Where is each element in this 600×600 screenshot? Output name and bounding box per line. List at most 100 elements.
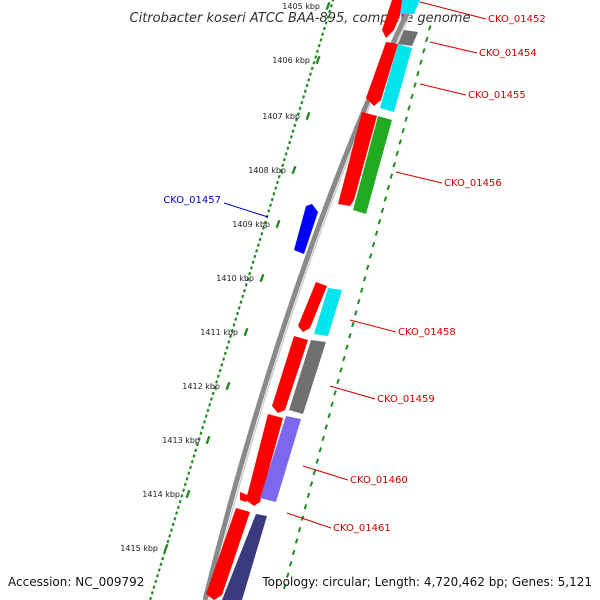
ring-dot	[270, 197, 274, 202]
outer-tick	[383, 196, 388, 202]
ring-dot	[300, 100, 304, 105]
ring-dot	[204, 414, 208, 418]
major-tick	[225, 381, 231, 391]
gene-label: CKO_01461	[333, 523, 391, 534]
cog-band	[314, 288, 342, 336]
ring-dot	[274, 186, 278, 190]
tick-label: 1405 kbp	[282, 2, 320, 11]
cds-arrow	[382, 0, 406, 38]
tick-labels: 1405 kbp 1406 kbp 1407 kbp 1408 kbp 1409 kbp…	[120, 2, 320, 553]
ring-dot	[260, 231, 264, 236]
ring-dot	[288, 140, 292, 145]
ring-dot	[314, 55, 318, 59]
tick-label: 1409 kbp	[232, 220, 270, 229]
gene-label: CKO_01454	[479, 48, 537, 59]
ring-dot	[169, 528, 173, 532]
ring-dot	[222, 357, 226, 361]
ring-dot	[281, 163, 285, 168]
outer-tick	[339, 367, 343, 373]
outer-tick	[362, 276, 367, 282]
outer-tick	[351, 321, 355, 328]
ring-dot	[263, 220, 267, 225]
gene-label: CKO_01457	[163, 195, 221, 206]
outer-tick	[389, 173, 394, 179]
ring-dot	[248, 271, 252, 276]
major-tick	[185, 489, 191, 499]
accession-text: Accession: NC_009792	[8, 575, 144, 589]
gene-leader-line	[302, 465, 349, 481]
ring-dot	[242, 288, 246, 293]
ring-dot	[269, 203, 273, 207]
cog-band	[289, 340, 326, 414]
feature-layer	[206, 0, 420, 600]
ring-dot	[215, 380, 219, 384]
outer-tick	[336, 378, 340, 385]
ring-dot	[251, 260, 255, 264]
ring-dot	[295, 117, 299, 122]
ring-dot	[234, 317, 238, 321]
outer-tick	[404, 116, 408, 122]
ring-dot	[255, 249, 259, 253]
cog-band	[222, 514, 267, 600]
gene-leader-line	[349, 319, 397, 333]
outer-tick	[303, 504, 308, 510]
outer-tick	[368, 253, 373, 259]
gene-leader-line	[286, 512, 332, 529]
ring-dot	[157, 568, 161, 572]
ring-dot	[235, 311, 239, 316]
ring-dot	[230, 328, 234, 333]
outer-tick	[312, 469, 317, 476]
tick-label: 1415 kbp	[120, 544, 158, 553]
ring-dot	[190, 459, 194, 464]
ring-dot	[196, 442, 199, 447]
outer-tick	[374, 230, 379, 236]
cog-band	[260, 416, 301, 502]
ring-dot	[319, 38, 323, 42]
ring-dot	[171, 522, 175, 527]
outer-tick	[356, 298, 361, 305]
ring-dot	[326, 15, 330, 19]
outer-tick	[407, 105, 411, 111]
gene-leader-line	[429, 41, 478, 54]
ring-dot	[256, 243, 260, 247]
ring-dot	[173, 516, 177, 521]
ring-dot	[296, 112, 300, 116]
gene-label: CKO_01458	[398, 327, 456, 338]
ring-dot	[249, 266, 253, 270]
gene-leader-line	[419, 83, 467, 96]
ring-dot	[154, 579, 158, 584]
ring-dot	[218, 368, 222, 373]
tick-label: 1410 kbp	[216, 274, 254, 283]
ring-dot	[159, 562, 163, 567]
ring-dot	[201, 425, 205, 430]
ring-dot	[329, 3, 333, 8]
cds-arrow	[338, 112, 377, 206]
ring-dot	[253, 254, 257, 259]
ring-dot	[244, 283, 248, 287]
outer-tick	[318, 447, 323, 453]
ring-dot	[286, 146, 290, 150]
outer-tick	[380, 207, 385, 214]
cds-arrow	[366, 42, 398, 106]
outer-tick	[425, 36, 429, 43]
tick-label: 1406 kbp	[272, 56, 310, 65]
cds-arrow-small	[240, 492, 250, 502]
genome-summary-text: Topology: circular; Length: 4,720,462 bp…	[261, 575, 592, 589]
ring-dot	[291, 129, 295, 133]
cds-arrow	[246, 414, 283, 506]
outer-tick	[327, 412, 331, 419]
ring-dot	[302, 95, 306, 99]
ring-dot	[277, 174, 281, 179]
ring-dot	[232, 323, 236, 327]
ring-dot	[209, 397, 213, 401]
outer-tick	[297, 526, 302, 533]
ring-dot	[317, 43, 321, 48]
cds-reverse-arrow	[294, 204, 318, 254]
tick-ring	[149, 0, 335, 600]
tick-label: 1412 kbp	[182, 382, 220, 391]
gene-leader-line	[329, 385, 376, 400]
major-tick	[305, 111, 311, 121]
ring-dot	[229, 334, 233, 339]
outer-tick	[354, 310, 358, 316]
outer-tick	[330, 401, 334, 407]
